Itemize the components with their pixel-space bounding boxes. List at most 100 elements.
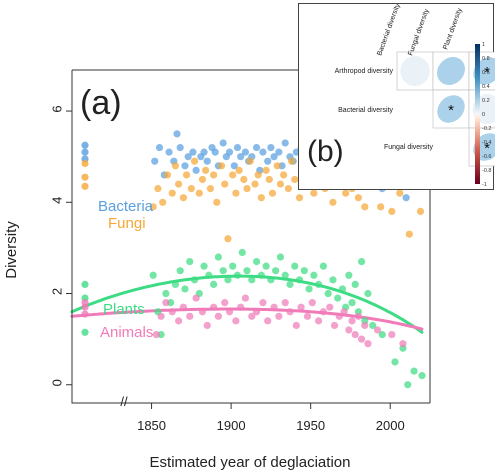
point-bacteria	[270, 153, 278, 161]
point-plants	[357, 257, 366, 266]
point-plants	[233, 271, 242, 279]
point-fungi	[377, 203, 385, 211]
point-fungi	[224, 235, 232, 243]
col-label-bacterial: Bacterial diversity	[376, 4, 402, 57]
point-fungi	[287, 157, 296, 165]
point-plants	[404, 381, 412, 389]
point-animals	[259, 299, 267, 307]
point-bacteria	[219, 139, 227, 147]
point-plants	[364, 289, 372, 298]
point-fungi	[235, 166, 243, 174]
corr-ellipse	[400, 56, 430, 86]
point-fungi	[149, 203, 157, 211]
point-animals	[388, 330, 396, 339]
correlation-inset: * * * 1 0.8 0.6 0.4 0.2 0 -0.2 -0.4 -0.6 -0.8 -1 Bac…	[298, 3, 495, 190]
point-fungi	[265, 175, 273, 184]
point-animals	[157, 312, 165, 320]
significance-star: *	[448, 102, 454, 119]
col-label-fungal: Fungal diversity	[407, 8, 431, 57]
point-animals	[214, 312, 222, 320]
point-bacteria	[155, 143, 164, 152]
point-plants	[334, 294, 342, 302]
col-label-plant: Plant diversity	[442, 7, 464, 51]
point-plants	[162, 289, 170, 298]
point-animals	[286, 308, 294, 316]
row-label-fungal: Fungal diversity	[384, 144, 434, 151]
point-fungi	[240, 175, 248, 184]
point-fungi	[217, 162, 226, 170]
color-bar-tick: 0.2	[482, 98, 490, 104]
point-fungi	[168, 189, 176, 197]
point-animals	[319, 308, 327, 316]
y-axis-ticks: 0 2 4 6	[49, 105, 72, 386]
point-fungi	[405, 230, 413, 238]
point-plants	[149, 271, 157, 279]
point-bacteria	[281, 139, 289, 147]
point-plants	[210, 280, 218, 288]
point-animals	[241, 294, 250, 302]
panel-label-a: (a)	[80, 84, 122, 122]
point-plants	[378, 330, 386, 339]
point-bacteria	[259, 148, 267, 156]
significance-star: *	[484, 64, 490, 81]
point-fungi	[190, 157, 199, 165]
point-plants	[267, 276, 275, 284]
point-plants	[295, 276, 304, 284]
x-tick-label: 2000	[376, 418, 405, 433]
y-tick-label: 2	[49, 288, 64, 295]
point-bacteria	[200, 148, 208, 156]
corr-ellipse	[473, 133, 495, 161]
point-plants	[281, 271, 289, 279]
point-bacteria	[252, 143, 261, 152]
color-bar-tick: 0	[482, 112, 485, 118]
point-animals	[297, 303, 305, 311]
point-fungi	[342, 189, 350, 197]
point-fungi	[262, 166, 270, 174]
point-plants	[224, 276, 232, 284]
point-fungi-reference	[81, 173, 89, 181]
color-bar-tick: 1	[482, 42, 485, 48]
point-animals	[221, 299, 229, 307]
color-bar-tick: 0.6	[482, 70, 490, 76]
point-animals	[308, 299, 316, 307]
point-plants	[243, 267, 251, 275]
point-animals	[198, 308, 207, 316]
point-fungi	[175, 180, 183, 188]
point-fungi	[354, 194, 362, 202]
point-fungi	[171, 162, 180, 170]
point-fungi	[159, 198, 167, 206]
point-animals	[179, 303, 187, 311]
point-bacteria	[225, 148, 234, 156]
point-fungi	[329, 198, 337, 206]
correlation-cells: * * *	[400, 56, 495, 161]
point-animals	[348, 317, 356, 325]
point-fungi	[276, 180, 285, 188]
point-plants	[338, 285, 347, 293]
point-animals	[275, 312, 283, 320]
point-fungi	[388, 207, 396, 216]
point-animals	[303, 312, 312, 320]
point-plants	[262, 262, 270, 270]
point-fungi	[268, 189, 277, 197]
correlation-matrix: * * * 1 0.8 0.6 0.4 0.2 0 -0.2 -0.4 -0.6 -0.8 -1 Bac…	[307, 4, 495, 188]
series-label-fungi: Fungi	[108, 215, 146, 232]
point-plants-reference	[81, 328, 89, 336]
point-animals	[281, 299, 289, 307]
point-fungi	[182, 171, 191, 179]
point-plants	[252, 257, 261, 266]
point-bacteria	[173, 130, 181, 138]
point-animals	[345, 326, 353, 334]
corr-ellipse	[437, 57, 465, 85]
point-plants	[219, 267, 227, 275]
y-tick-label: 6	[49, 105, 64, 112]
x-tick-label: 1950	[296, 418, 325, 433]
color-bar-tick: -1	[482, 182, 487, 188]
corr-ellipse	[437, 95, 465, 123]
point-bacteria	[402, 194, 410, 202]
point-fungi	[291, 175, 299, 184]
point-animals	[373, 326, 382, 334]
point-animals	[203, 321, 211, 330]
point-plants	[200, 262, 208, 270]
point-plants	[348, 299, 356, 307]
row-label-arthropod: Arthropod diversity	[335, 68, 394, 75]
